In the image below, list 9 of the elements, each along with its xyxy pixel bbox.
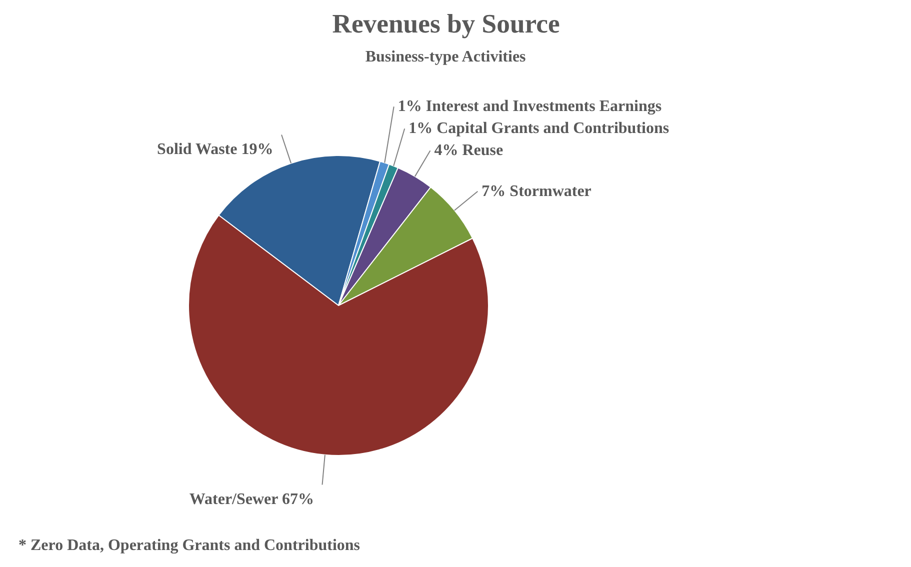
slice-label: 4% Reuse: [434, 142, 504, 160]
chart-title: Revenues by Source: [332, 8, 560, 38]
slice-label: 7% Stormwater: [482, 182, 592, 200]
slice-label: Solid Waste 19%: [157, 140, 274, 158]
chart-subtitle: Business-type Activities: [365, 48, 526, 66]
slice-label: Water/Sewer 67%: [189, 490, 314, 508]
slice-label: 1% Interest and Investments Earnings: [398, 98, 662, 116]
slice-label: 1% Capital Grants and Contributions: [408, 120, 670, 138]
text: * Zero Data, Operating Grants and Contributions: [18, 537, 360, 554]
